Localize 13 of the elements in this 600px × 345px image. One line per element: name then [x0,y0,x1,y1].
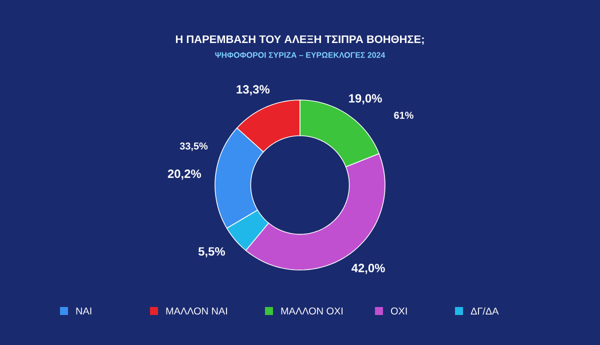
data-label: 20,2% [168,170,202,180]
legend-label: ΜΑΛΛΟΝ ΟΧΙ [281,307,343,315]
chart-title: Η ΠΑΡΕΜΒΑΣΗ ΤΟΥ ΑΛΕΞΗ ΤΣΙΠΡΑ ΒΟΗΘΗΣΕ; [176,35,424,45]
legend-label: ΝΑΙ [76,308,92,314]
data-label: 42,0% [352,264,385,274]
data-label: 5,5% [198,247,225,258]
legend-label: ΔΓ/ΔΑ [470,307,499,315]
legend-label: ΜΑΛΛΟΝ ΝΑΙ [166,307,227,315]
text: 33,5% [180,142,208,151]
text: 61% [394,112,414,119]
legend-label: ΟΧΙ [390,307,407,315]
data-label: 13,3% [236,85,270,96]
data-label: 19,0% [349,94,382,104]
